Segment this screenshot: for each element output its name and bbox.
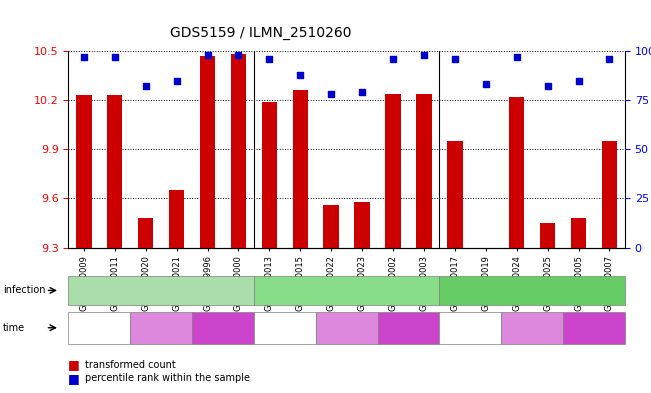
Text: transformed count: transformed count: [85, 360, 175, 370]
Point: [388, 56, 398, 62]
Text: 48 hours: 48 hours: [140, 323, 182, 333]
Bar: [447, 141, 463, 248]
Text: 12 hours: 12 hours: [449, 323, 492, 333]
Text: percentile rank within the sample: percentile rank within the sample: [85, 373, 249, 383]
Bar: [169, 190, 184, 248]
Text: mock: mock: [148, 285, 174, 296]
Point: [542, 83, 553, 90]
Bar: [107, 95, 122, 248]
Text: ■: ■: [68, 358, 80, 371]
Point: [295, 72, 305, 78]
Text: 96 hours: 96 hours: [387, 323, 430, 333]
Text: highly virulent influenza A: highly virulent influenza A: [468, 285, 596, 296]
Text: ■: ■: [68, 371, 80, 385]
Bar: [138, 218, 154, 248]
Text: 48 hours: 48 hours: [326, 323, 368, 333]
Point: [202, 52, 213, 58]
Bar: [540, 223, 555, 248]
Bar: [416, 94, 432, 248]
Text: 12 hours: 12 hours: [263, 323, 307, 333]
Bar: [292, 90, 308, 248]
Text: 96 hours: 96 hours: [202, 323, 244, 333]
Point: [233, 52, 243, 58]
Bar: [602, 141, 617, 248]
Point: [604, 56, 615, 62]
Point: [357, 89, 367, 95]
Point: [79, 54, 89, 60]
Text: 48 hours: 48 hours: [511, 323, 553, 333]
Point: [419, 52, 429, 58]
Point: [326, 91, 337, 97]
Bar: [262, 102, 277, 248]
Bar: [509, 97, 525, 248]
Point: [264, 56, 275, 62]
Bar: [571, 218, 587, 248]
Bar: [230, 54, 246, 248]
Bar: [76, 95, 92, 248]
Point: [141, 83, 151, 90]
Point: [512, 54, 522, 60]
Bar: [385, 94, 401, 248]
Text: time: time: [3, 323, 25, 333]
Bar: [200, 56, 215, 248]
Text: infection: infection: [3, 285, 46, 296]
Text: 96 hours: 96 hours: [573, 323, 615, 333]
Text: low virulent influenza A: low virulent influenza A: [289, 285, 404, 296]
Point: [171, 77, 182, 84]
Point: [574, 77, 584, 84]
Point: [450, 56, 460, 62]
Text: 12 hours: 12 hours: [77, 323, 121, 333]
Bar: [324, 205, 339, 248]
Point: [480, 81, 491, 88]
Point: [109, 54, 120, 60]
Bar: [354, 202, 370, 248]
Text: GDS5159 / ILMN_2510260: GDS5159 / ILMN_2510260: [170, 26, 351, 40]
